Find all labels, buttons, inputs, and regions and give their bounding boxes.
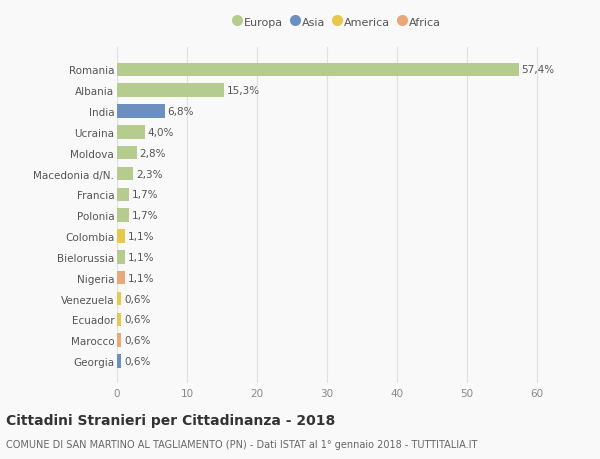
Text: 15,3%: 15,3% <box>227 86 260 96</box>
Text: 1,1%: 1,1% <box>128 231 154 241</box>
Text: 0,6%: 0,6% <box>124 315 151 325</box>
Text: 6,8%: 6,8% <box>167 107 194 117</box>
Text: 57,4%: 57,4% <box>521 65 555 75</box>
Bar <box>117 146 137 160</box>
Bar <box>117 354 121 368</box>
Bar <box>117 126 145 140</box>
Text: 1,1%: 1,1% <box>128 252 154 262</box>
Text: 2,8%: 2,8% <box>139 148 166 158</box>
Text: 0,6%: 0,6% <box>124 336 151 346</box>
Text: 1,7%: 1,7% <box>132 190 158 200</box>
Bar <box>117 334 121 347</box>
Bar <box>117 209 129 223</box>
Legend: Europa, Asia, America, Africa: Europa, Asia, America, Africa <box>230 13 445 31</box>
Text: Cittadini Stranieri per Cittadinanza - 2018: Cittadini Stranieri per Cittadinanza - 2… <box>6 414 335 428</box>
Bar <box>117 292 121 306</box>
Bar <box>117 313 121 326</box>
Text: 1,7%: 1,7% <box>132 211 158 221</box>
Bar <box>117 230 125 243</box>
Bar <box>117 251 125 264</box>
Bar <box>117 188 129 202</box>
Bar <box>117 271 125 285</box>
Bar <box>117 63 519 77</box>
Text: 1,1%: 1,1% <box>128 273 154 283</box>
Bar <box>117 84 224 98</box>
Text: COMUNE DI SAN MARTINO AL TAGLIAMENTO (PN) - Dati ISTAT al 1° gennaio 2018 - TUTT: COMUNE DI SAN MARTINO AL TAGLIAMENTO (PN… <box>6 440 478 449</box>
Bar <box>117 168 133 181</box>
Text: 0,6%: 0,6% <box>124 294 151 304</box>
Text: 4,0%: 4,0% <box>148 128 174 138</box>
Bar <box>117 105 164 118</box>
Text: 2,3%: 2,3% <box>136 169 163 179</box>
Text: 0,6%: 0,6% <box>124 356 151 366</box>
